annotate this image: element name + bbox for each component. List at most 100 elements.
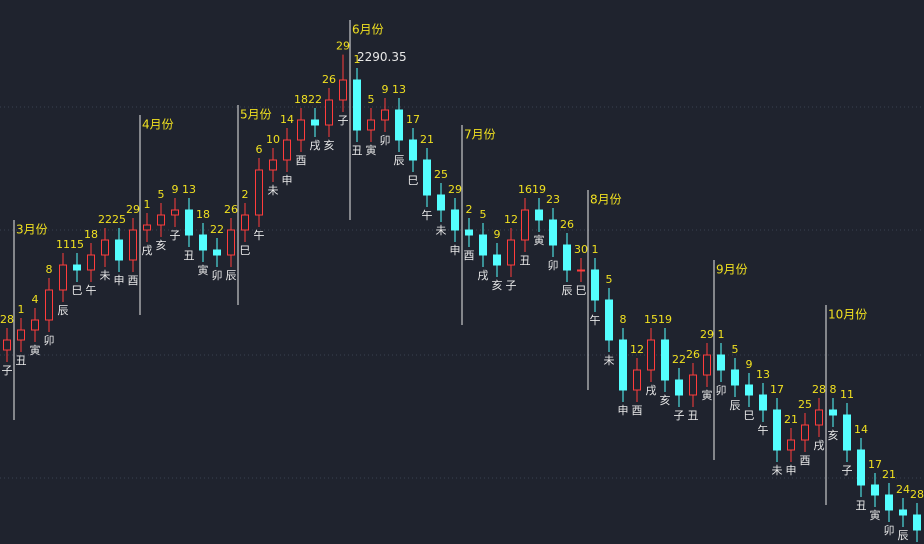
month-label: 5月份 <box>240 108 272 122</box>
day-label: 17 <box>868 458 882 471</box>
candle-body <box>171 209 179 216</box>
candle-body <box>857 449 865 486</box>
candle-body <box>577 269 585 272</box>
candle-body <box>339 79 347 101</box>
branch-label: 子 <box>2 364 13 377</box>
candle-body <box>829 409 837 416</box>
day-label: 5 <box>480 208 487 221</box>
candle-body <box>465 229 473 236</box>
day-label: 26 <box>560 218 574 231</box>
day-label: 12 <box>630 343 644 356</box>
candle-body <box>521 209 529 241</box>
candle-body <box>451 209 459 231</box>
branch-label: 寅 <box>30 343 41 357</box>
day-label: 22 <box>98 213 112 226</box>
candle-body <box>773 409 781 451</box>
day-label: 23 <box>546 193 560 206</box>
candle-body <box>199 234 207 251</box>
branch-label: 子 <box>842 464 853 477</box>
branch-label: 未 <box>100 269 111 282</box>
candle-body <box>31 319 39 331</box>
day-label: 9 <box>746 358 753 371</box>
day-label: 25 <box>798 398 812 411</box>
candle-body <box>269 159 277 171</box>
day-label: 1 <box>144 198 151 211</box>
branch-label: 丑 <box>184 249 195 262</box>
day-label: 26 <box>322 73 336 86</box>
branch-label: 卯 <box>44 334 55 347</box>
candle-body <box>717 354 725 371</box>
branch-label: 寅 <box>198 263 209 277</box>
candle-body <box>353 79 361 131</box>
day-label: 9 <box>172 183 179 196</box>
candle-body <box>87 254 95 271</box>
branch-label: 辰 <box>898 529 909 542</box>
branch-label: 未 <box>268 184 279 197</box>
candle-body <box>479 234 487 256</box>
branch-label: 辰 <box>226 269 237 282</box>
day-label: 29 <box>126 203 140 216</box>
candle-body <box>619 339 627 391</box>
branch-label: 巳 <box>240 244 251 257</box>
branch-label: 丑 <box>520 254 531 267</box>
candle-body <box>703 354 711 376</box>
day-label: 26 <box>686 348 700 361</box>
branch-label: 午 <box>254 229 265 242</box>
branch-label: 子 <box>506 279 517 292</box>
month-label: 10月份 <box>828 308 867 322</box>
branch-label: 申 <box>282 174 293 187</box>
candle-body <box>563 244 571 271</box>
day-label: 13 <box>182 183 196 196</box>
day-label: 24 <box>896 483 910 496</box>
day-label: 1 <box>592 243 599 256</box>
candle-body <box>255 169 263 216</box>
day-label: 29 <box>336 40 350 53</box>
candle-body <box>605 299 613 341</box>
branch-label: 午 <box>590 314 601 327</box>
day-label: 8 <box>830 383 837 396</box>
branch-label: 申 <box>450 244 461 257</box>
price-annotation: 2290.35 <box>357 50 407 64</box>
candle-body <box>801 424 809 441</box>
branch-label: 辰 <box>58 304 69 317</box>
candle-body <box>17 329 25 341</box>
candle-body <box>325 99 333 126</box>
day-label: 21 <box>882 468 896 481</box>
candle-body <box>227 229 235 256</box>
day-label: 15 <box>644 313 658 326</box>
branch-label: 午 <box>86 284 97 297</box>
branch-label: 子 <box>338 114 349 127</box>
branch-label: 亥 <box>492 278 503 292</box>
branch-label: 戌 <box>478 269 489 282</box>
branch-label: 子 <box>674 409 685 422</box>
branch-label: 戌 <box>814 439 825 452</box>
candle-body <box>731 369 739 386</box>
branch-label: 巳 <box>744 409 755 422</box>
branch-label: 亥 <box>156 238 167 252</box>
branch-label: 卯 <box>884 524 895 537</box>
candle-body <box>493 254 501 266</box>
candle-body <box>675 379 683 396</box>
branch-label: 寅 <box>366 143 377 157</box>
day-label: 29 <box>700 328 714 341</box>
branch-label: 戌 <box>310 139 321 152</box>
branch-label: 丑 <box>16 354 27 367</box>
day-label: 8 <box>620 313 627 326</box>
day-label: 22 <box>308 93 322 106</box>
candle-body <box>115 239 123 261</box>
day-label: 14 <box>280 113 294 126</box>
candle-body <box>157 214 165 226</box>
day-label: 28 <box>910 488 924 501</box>
branch-label: 申 <box>618 404 629 417</box>
branch-label: 丑 <box>856 499 867 512</box>
month-label: 4月份 <box>142 118 174 132</box>
day-label: 16 <box>518 183 532 196</box>
branch-label: 寅 <box>534 233 545 247</box>
day-label: 11 <box>56 238 70 251</box>
candle-body <box>59 264 67 291</box>
branch-label: 寅 <box>702 388 713 402</box>
day-label: 18 <box>294 93 308 106</box>
branch-label: 戌 <box>142 244 153 257</box>
candle-body <box>885 494 893 511</box>
month-label: 7月份 <box>464 128 496 142</box>
